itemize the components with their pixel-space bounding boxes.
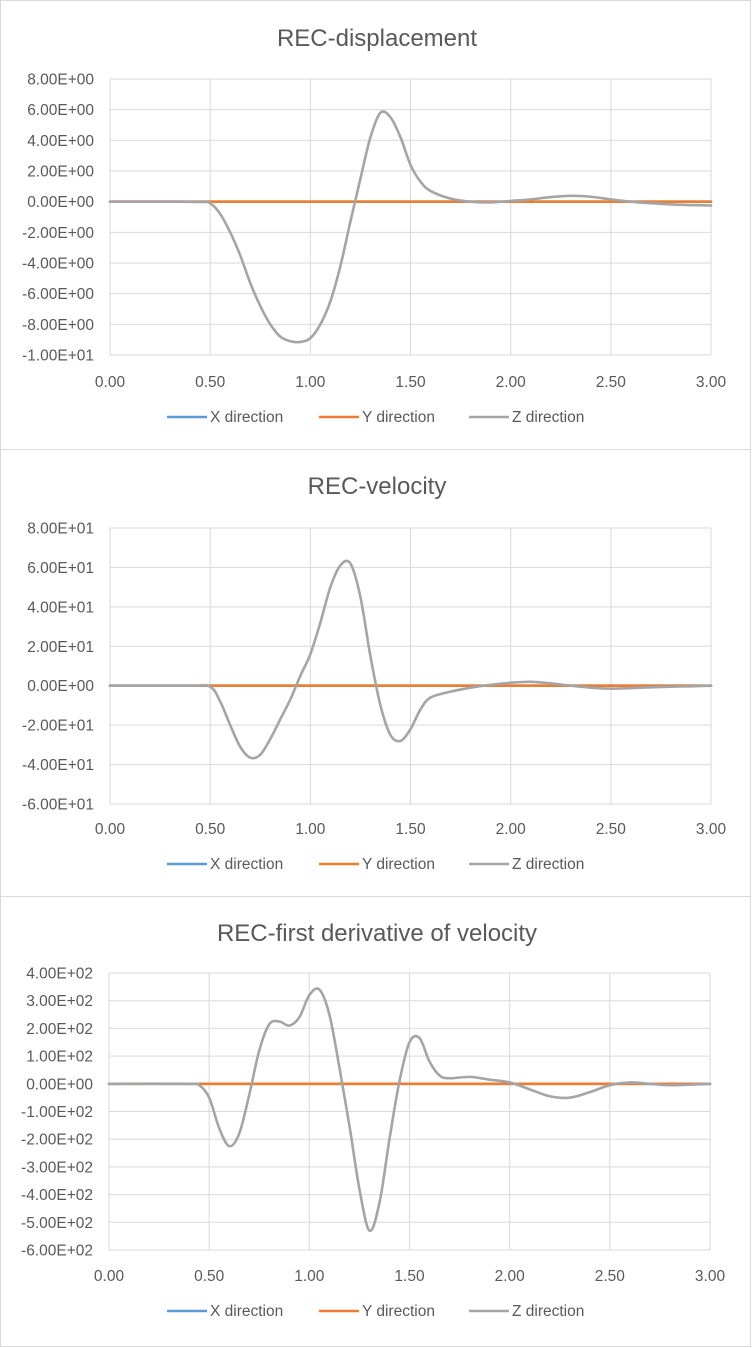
- chart-panel-displacement: REC-displacement 8.00E+00 6.00E+00 4.00E+00…: [0, 0, 751, 450]
- y-tick-label: -6.00E+02: [21, 1243, 93, 1260]
- y-tick-label: 4.00E+01: [27, 599, 94, 616]
- y-tick-label: -8.00E+00: [22, 317, 94, 334]
- chart-title: REC-velocity: [308, 473, 447, 500]
- x-tick-label: 0.50: [195, 821, 226, 838]
- x-tick-label: 1.00: [295, 821, 326, 838]
- x-tick-label: 1.50: [395, 821, 426, 838]
- y-tick-label: -2.00E+02: [21, 1132, 93, 1149]
- y-tick-label: 1.00E+02: [26, 1049, 93, 1066]
- x-tick-label: 0.00: [95, 374, 126, 391]
- x-tick-label: 2.50: [596, 374, 627, 391]
- y-tick-label: -2.00E+00: [22, 225, 94, 242]
- legend-label-z-direction: Z direction: [512, 409, 584, 426]
- x-tick-label: 2.00: [496, 821, 527, 838]
- y-tick-label: 2.00E+02: [26, 1021, 93, 1038]
- y-tick-label: -6.00E+00: [22, 286, 94, 303]
- x-tick-label: 3.00: [695, 1268, 726, 1285]
- x-tick-label: 0.50: [194, 1268, 225, 1285]
- y-tick-label: 8.00E+01: [27, 521, 94, 538]
- y-tick-label: -1.00E+01: [22, 348, 94, 365]
- series-line-z-direction: [107, 987, 712, 1233]
- chart-panel-first-derivative: REC-first derivative of velocity 4.00E+02…: [0, 896, 751, 1347]
- y-tick-label: 2.00E+00: [27, 164, 94, 181]
- y-tick-label: -6.00E+01: [22, 797, 94, 814]
- y-tick-label: -2.00E+01: [22, 718, 94, 735]
- y-tick-label: 6.00E+00: [27, 102, 94, 119]
- legend-label-x-direction: X direction: [210, 1303, 283, 1320]
- x-tick-label: 1.00: [294, 1268, 325, 1285]
- y-tick-label: -1.00E+02: [21, 1104, 93, 1121]
- legend-label-y-direction: Y direction: [362, 1303, 435, 1320]
- y-tick-label: -4.00E+01: [22, 757, 94, 774]
- y-tick-label: 0.00E+00: [27, 194, 94, 211]
- y-tick-label: 3.00E+02: [26, 993, 93, 1010]
- legend-label-z-direction: Z direction: [512, 1303, 584, 1320]
- chart-title: REC-first derivative of velocity: [217, 920, 537, 947]
- x-tick-label: 0.00: [94, 1268, 125, 1285]
- legend-label-y-direction: Y direction: [362, 409, 435, 426]
- x-tick-label: 1.00: [295, 374, 326, 391]
- y-tick-label: 0.00E+00: [26, 1076, 93, 1093]
- chart-panel-velocity: REC-velocity 8.00E+01 6.00E+01 4.00E+01 2.00…: [0, 449, 751, 897]
- y-tick-label: -3.00E+02: [21, 1159, 93, 1176]
- y-tick-label: 4.00E+00: [27, 133, 94, 150]
- velocity-chart: REC-velocity 8.00E+01 6.00E+01 4.00E+01 2.00…: [22, 473, 727, 873]
- x-tick-label: 0.00: [95, 821, 126, 838]
- y-tick-label: 6.00E+01: [27, 560, 94, 577]
- x-tick-label: 0.50: [195, 374, 226, 391]
- legend-label-z-direction: Z direction: [512, 856, 584, 873]
- series-line-z-direction: [108, 110, 713, 344]
- x-tick-label: 1.50: [394, 1268, 425, 1285]
- x-tick-label: 2.00: [496, 374, 527, 391]
- displacement-chart: REC-displacement 8.00E+00 6.00E+00 4.00E+00…: [22, 25, 727, 426]
- y-tick-label: -4.00E+00: [22, 256, 94, 273]
- y-tick-label: 4.00E+02: [26, 966, 93, 983]
- legend-label-x-direction: X direction: [210, 409, 283, 426]
- x-tick-label: 2.50: [596, 821, 627, 838]
- first-derivative-chart: REC-first derivative of velocity 4.00E+02…: [21, 920, 726, 1320]
- x-tick-label: 1.50: [395, 374, 426, 391]
- x-tick-label: 3.00: [696, 821, 727, 838]
- chart-title: REC-displacement: [277, 25, 477, 52]
- legend-label-x-direction: X direction: [210, 856, 283, 873]
- y-tick-label: -5.00E+02: [21, 1215, 93, 1232]
- y-tick-label: 2.00E+01: [27, 639, 94, 656]
- y-tick-label: 0.00E+00: [27, 678, 94, 695]
- series-line-z-direction: [108, 559, 713, 760]
- y-tick-label: -4.00E+02: [21, 1187, 93, 1204]
- x-tick-label: 3.00: [696, 374, 727, 391]
- x-tick-label: 2.00: [495, 1268, 526, 1285]
- legend-label-y-direction: Y direction: [362, 856, 435, 873]
- x-tick-label: 2.50: [595, 1268, 626, 1285]
- y-tick-label: 8.00E+00: [27, 72, 94, 89]
